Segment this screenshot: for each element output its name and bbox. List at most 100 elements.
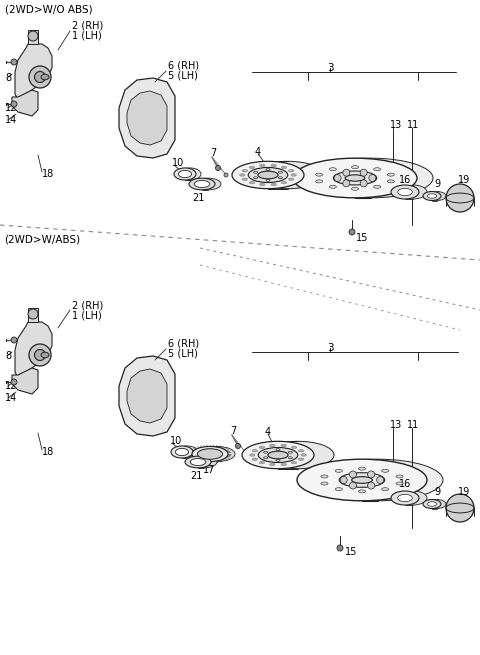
Circle shape [28,31,38,41]
Ellipse shape [240,174,245,176]
Ellipse shape [423,191,441,200]
Text: 15: 15 [345,547,358,557]
Ellipse shape [189,178,215,190]
Circle shape [337,545,343,551]
Ellipse shape [171,446,193,458]
Circle shape [368,482,374,489]
Ellipse shape [281,166,287,168]
Ellipse shape [382,488,389,491]
Ellipse shape [270,463,275,466]
Ellipse shape [194,181,210,187]
Ellipse shape [195,178,221,190]
Ellipse shape [351,166,359,168]
Text: 21: 21 [190,471,203,481]
Ellipse shape [351,187,359,191]
Ellipse shape [242,178,248,181]
Circle shape [11,379,17,385]
Ellipse shape [270,444,275,447]
Circle shape [224,173,228,177]
Ellipse shape [321,475,328,478]
Ellipse shape [316,173,323,176]
Text: 3: 3 [327,343,333,353]
Text: 14: 14 [5,393,17,403]
Ellipse shape [262,441,334,469]
Ellipse shape [249,166,255,168]
Ellipse shape [291,461,297,464]
Circle shape [349,229,355,235]
Text: 3: 3 [327,63,333,73]
Ellipse shape [258,447,298,462]
Text: 11: 11 [407,420,419,430]
Ellipse shape [191,456,217,468]
Polygon shape [28,30,38,44]
Ellipse shape [399,491,427,505]
Ellipse shape [391,491,419,505]
Ellipse shape [248,168,288,183]
Circle shape [216,166,220,170]
Circle shape [369,174,376,181]
Ellipse shape [260,164,265,167]
Polygon shape [127,369,167,423]
Circle shape [236,443,240,449]
Ellipse shape [271,183,276,186]
Text: 6 (RH): 6 (RH) [168,61,199,71]
Text: 13: 13 [390,420,402,430]
Circle shape [343,180,350,187]
Circle shape [11,59,17,65]
Text: 7: 7 [230,426,236,436]
Circle shape [334,174,341,181]
Ellipse shape [299,458,304,460]
Text: 1 (LH): 1 (LH) [72,31,102,41]
Text: 19: 19 [458,487,470,497]
Ellipse shape [446,184,474,212]
Text: 19: 19 [458,175,470,185]
Text: 10: 10 [170,436,182,446]
Ellipse shape [359,490,365,493]
Polygon shape [15,322,52,378]
Text: 8: 8 [5,351,11,361]
Ellipse shape [398,495,412,502]
Ellipse shape [29,344,51,366]
Ellipse shape [329,168,336,171]
Circle shape [368,471,374,478]
Ellipse shape [313,459,443,501]
Ellipse shape [293,158,417,198]
Ellipse shape [321,482,328,485]
Ellipse shape [266,179,270,181]
Text: 15: 15 [356,233,368,243]
Ellipse shape [252,449,258,452]
Ellipse shape [179,170,192,178]
Ellipse shape [185,456,211,468]
Text: 4: 4 [265,427,271,437]
Polygon shape [127,91,167,145]
Ellipse shape [299,449,304,452]
Text: 1 (LH): 1 (LH) [72,310,102,320]
Ellipse shape [359,467,365,470]
Ellipse shape [276,449,280,451]
Ellipse shape [281,181,287,184]
Ellipse shape [35,71,46,83]
Text: 12: 12 [5,381,17,391]
Ellipse shape [174,168,196,180]
Ellipse shape [387,180,395,183]
Ellipse shape [276,460,280,461]
Polygon shape [15,44,52,100]
Ellipse shape [316,180,323,183]
Ellipse shape [192,447,228,462]
Text: 17: 17 [203,465,216,475]
Ellipse shape [264,451,268,453]
Ellipse shape [345,175,365,181]
Text: 4: 4 [255,147,261,157]
Ellipse shape [333,171,377,185]
Ellipse shape [399,185,427,199]
Text: (2WD>W/O ABS): (2WD>W/O ABS) [5,5,93,15]
Ellipse shape [446,494,474,522]
Ellipse shape [242,441,314,469]
Ellipse shape [281,463,287,466]
Ellipse shape [428,191,446,200]
Text: 2 (RH): 2 (RH) [72,300,103,310]
Ellipse shape [252,458,258,460]
Text: 12: 12 [5,103,17,113]
Polygon shape [12,368,38,394]
Ellipse shape [41,74,49,80]
